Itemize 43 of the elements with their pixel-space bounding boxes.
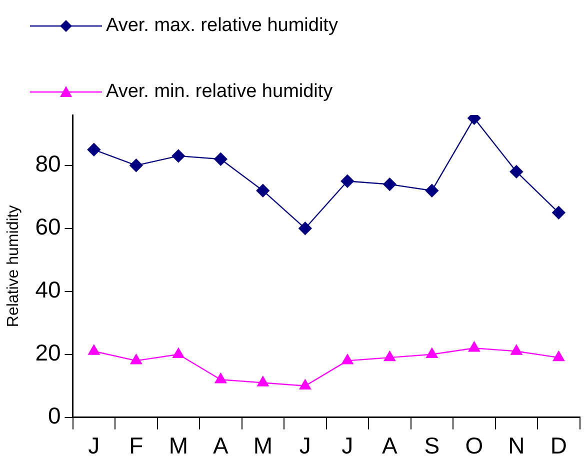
point xyxy=(468,342,480,352)
x-tick-label: O xyxy=(465,432,484,459)
point xyxy=(130,158,143,172)
point xyxy=(510,344,522,355)
point xyxy=(510,165,524,178)
point xyxy=(426,348,438,358)
y-tick-label: 60 xyxy=(35,214,61,240)
x-tick-label: J xyxy=(342,432,354,459)
point xyxy=(425,184,439,198)
point xyxy=(552,206,566,220)
x-tick-label: J xyxy=(88,432,100,459)
point xyxy=(342,354,354,364)
y-tick-label: 0 xyxy=(48,402,61,429)
x-tick-label: J xyxy=(299,432,311,459)
point xyxy=(214,373,226,384)
point xyxy=(340,174,354,188)
point xyxy=(172,348,184,358)
point xyxy=(172,149,186,163)
point xyxy=(298,222,312,235)
y-tick-label: 20 xyxy=(35,340,61,366)
x-tick-label: S xyxy=(424,432,440,459)
point xyxy=(130,354,142,364)
legend-label: Aver. min. relative humidity xyxy=(106,81,333,103)
x-tick-label: A xyxy=(382,432,398,459)
x-tick-label: A xyxy=(212,432,229,459)
x-tick-label: D xyxy=(550,432,567,459)
point xyxy=(552,350,564,362)
point xyxy=(214,152,228,166)
legend-label: Aver. max. relative humidity xyxy=(106,15,338,37)
x-tick-label: N xyxy=(508,432,525,459)
point xyxy=(299,379,311,390)
point xyxy=(88,344,100,355)
point xyxy=(87,143,101,156)
y-tick-label: 40 xyxy=(35,276,61,303)
point xyxy=(256,184,270,198)
point xyxy=(383,178,396,191)
point xyxy=(257,376,269,386)
x-tick-label: M xyxy=(168,432,188,459)
y-axis-title: Relative humidity xyxy=(5,205,22,328)
point xyxy=(384,350,396,362)
x-tick-label: M xyxy=(253,432,272,459)
x-tick-label: F xyxy=(129,432,144,459)
y-tick-label: 80 xyxy=(35,150,61,177)
